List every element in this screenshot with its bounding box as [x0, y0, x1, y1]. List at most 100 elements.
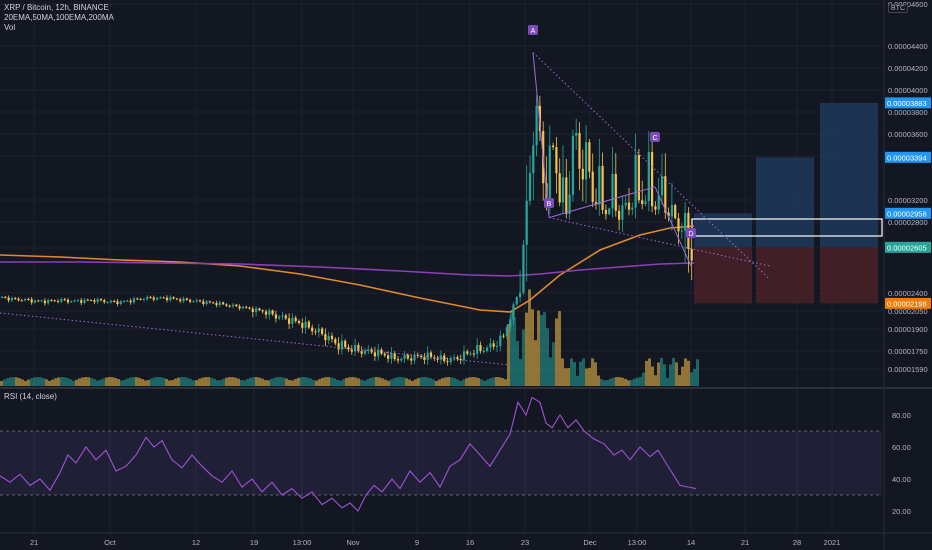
price-tick-label: 0.00003600 — [888, 130, 928, 139]
candle-body — [472, 353, 475, 355]
volume-bar — [591, 358, 594, 386]
candle-body — [486, 347, 489, 351]
rsi-label[interactable]: RSI (14, close) — [4, 392, 57, 401]
time-tick-label: 9 — [415, 538, 419, 547]
candle-body — [637, 154, 640, 201]
volume-bar — [396, 377, 399, 386]
pattern-label-b: B — [547, 201, 552, 208]
volume-bars — [0, 289, 699, 386]
candle-body — [330, 335, 334, 340]
pattern-leg-cd — [654, 186, 692, 267]
volume-bar — [96, 380, 99, 386]
candle-body — [373, 352, 376, 357]
chart-legend: XRP / Bitcoin, 12h, BINANCE 20EMA,50MA,1… — [4, 3, 114, 33]
volume-bar — [585, 368, 588, 386]
candle-body — [429, 352, 433, 358]
candle-body — [502, 335, 505, 337]
pattern-dotted-ac — [532, 52, 771, 280]
volume-bar — [72, 380, 75, 386]
candle-body — [347, 347, 350, 350]
volume-bar — [120, 380, 123, 386]
candle-body — [27, 298, 30, 300]
volume-bar — [0, 381, 3, 386]
candle-body — [492, 343, 495, 347]
volume-bar — [129, 377, 132, 386]
pattern-marker-a — [528, 25, 538, 35]
candle-body — [588, 142, 591, 172]
volume-bar — [45, 379, 48, 386]
candle-body — [647, 152, 650, 201]
volume-bar — [525, 312, 528, 386]
candle-body — [297, 321, 301, 323]
indicators-label[interactable]: 20EMA,50MA,100EMA,200MA — [4, 13, 114, 22]
stop-zone-3 — [820, 247, 878, 304]
candle-body — [96, 299, 99, 302]
volume-bar — [300, 377, 303, 386]
candle-body — [604, 209, 607, 215]
pattern-leg-bc — [548, 186, 656, 219]
volume-bar — [588, 367, 591, 386]
volume-bar — [474, 377, 477, 386]
candle-body — [608, 208, 611, 215]
volume-bar — [33, 377, 36, 386]
time-tick-label: Dec — [583, 538, 597, 547]
volume-bar — [75, 379, 78, 386]
candle-body — [495, 345, 499, 347]
volume-bar — [639, 377, 642, 386]
candle-body — [654, 206, 657, 210]
candle-body — [83, 299, 86, 303]
volume-bar — [627, 380, 630, 386]
price-tick-label: 0.00001450 — [888, 0, 928, 2]
stop-zone-2 — [756, 247, 814, 304]
harmonic-pattern[interactable]: A B C D — [0, 25, 771, 366]
volume-bar — [171, 380, 174, 386]
candle-body — [80, 300, 83, 303]
volume-bar — [135, 377, 138, 386]
candle-body — [657, 195, 660, 210]
volume-bar — [117, 379, 120, 386]
pattern-label-d: D — [688, 231, 693, 238]
candle-body — [413, 354, 416, 361]
volume-bar — [162, 377, 165, 386]
moving-averages — [0, 225, 695, 313]
volume-bar — [231, 377, 234, 386]
volume-bar — [138, 377, 141, 386]
price-tick-label: 0.00004000 — [888, 86, 928, 95]
candle-body — [396, 359, 400, 361]
volume-bar — [372, 377, 375, 386]
volume-bar — [684, 358, 687, 386]
volume-bar — [222, 378, 225, 386]
long-positions[interactable] — [691, 102, 883, 304]
volume-bar — [294, 379, 297, 386]
price-label: 0.00003883 — [887, 99, 927, 108]
candle-body — [37, 300, 40, 302]
price-label-bg — [885, 297, 931, 309]
candle-body — [294, 317, 297, 322]
volume-bar — [375, 377, 378, 386]
candle-body — [515, 297, 518, 305]
volume-bar — [309, 378, 312, 386]
volume-bar — [21, 379, 24, 386]
candle-body — [377, 349, 380, 357]
candle-body — [258, 308, 261, 311]
volume-bar — [549, 357, 552, 386]
candle-body — [410, 358, 413, 361]
candle-body — [126, 300, 129, 302]
volume-bar — [609, 378, 612, 386]
candle-body — [548, 145, 551, 204]
volume-bar — [18, 378, 21, 386]
volume-bar — [387, 380, 390, 386]
volume-bar — [477, 378, 480, 386]
candle-body — [40, 300, 43, 302]
volume-bar — [414, 379, 417, 386]
volume-bar — [207, 377, 210, 386]
volume-bar — [561, 358, 564, 386]
volume-bar — [198, 378, 201, 386]
candle-body — [136, 298, 139, 300]
candle-body — [248, 307, 251, 309]
volume-label[interactable]: Vol — [4, 23, 16, 32]
symbol-title[interactable]: XRP / Bitcoin, 12h, BINANCE — [4, 3, 109, 12]
candle-body — [222, 302, 225, 305]
price-label-bg — [885, 241, 931, 253]
